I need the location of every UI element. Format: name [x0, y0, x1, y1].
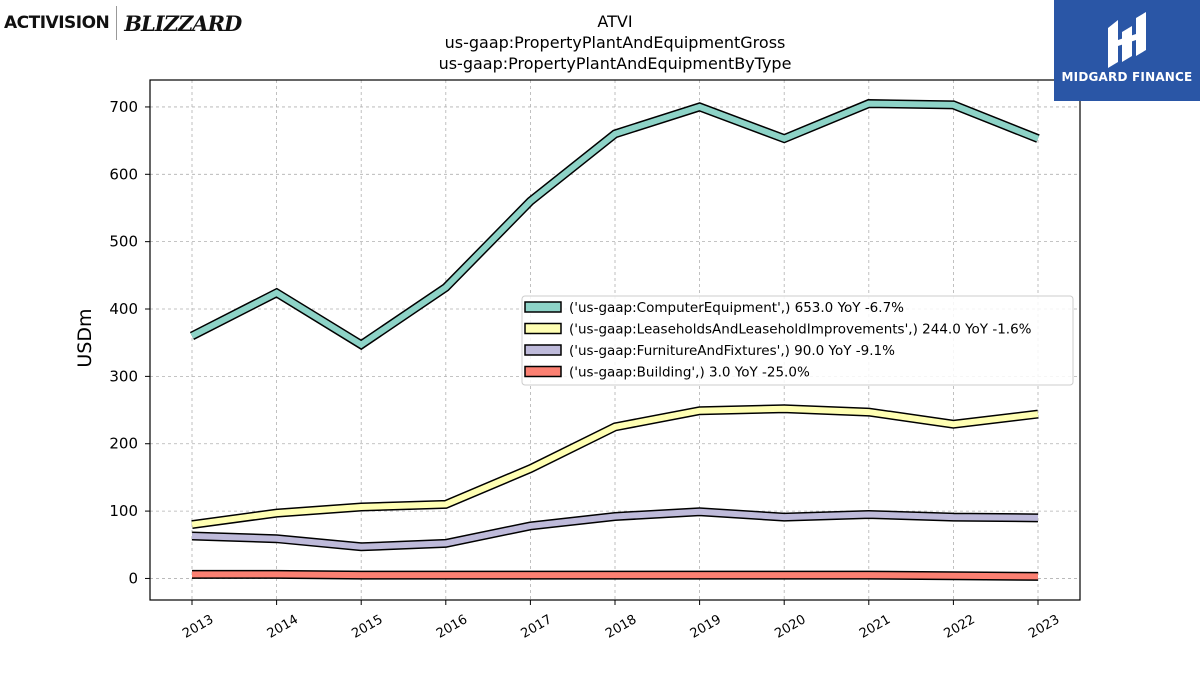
activision-blizzard-logo: ACTIVISION BLIZZARD	[4, 6, 242, 40]
y-tick-label: 200	[109, 435, 138, 453]
y-tick-label: 0	[128, 569, 138, 587]
midgard-mark-icon	[1108, 12, 1146, 68]
series-line	[191, 508, 1039, 550]
legend: ('us-gaap:ComputerEquipment',) 653.0 YoY…	[521, 295, 1074, 386]
activision-wordmark: ACTIVISION	[4, 13, 110, 33]
x-tick-label: 2022	[942, 612, 978, 642]
blizzard-wordmark: BLIZZARD	[124, 10, 242, 36]
legend-swatch	[524, 301, 562, 313]
x-tick-label: 2023	[1026, 612, 1062, 642]
legend-label: ('us-gaap:ComputerEquipment',) 653.0 YoY…	[569, 300, 904, 316]
x-tick-label: 2020	[772, 612, 808, 642]
x-tick-label: 2013	[180, 612, 216, 642]
y-tick-label: 400	[109, 300, 138, 318]
legend-swatch	[524, 344, 562, 356]
y-tick-label: 500	[109, 233, 138, 251]
chart-title-line: us-gaap:PropertyPlantAndEquipmentByType	[439, 54, 792, 73]
legend-box	[521, 295, 1074, 386]
series-group	[189, 99, 1040, 581]
y-tick-label: 300	[109, 367, 138, 385]
x-tick-label: 2014	[265, 612, 301, 642]
y-axis-label: USDm	[74, 308, 96, 367]
midgard-finance-logo: MIDGARD FINANCE	[1054, 0, 1200, 101]
y-tick-label: 600	[109, 165, 138, 183]
series-line	[191, 405, 1039, 528]
chart-title-line: us-gaap:PropertyPlantAndEquipmentGross	[445, 33, 786, 52]
legend-swatch	[524, 365, 562, 378]
legend-label: ('us-gaap:FurnitureAndFixtures',) 90.0 Y…	[569, 343, 895, 359]
logo-divider	[116, 6, 118, 40]
legend-label: ('us-gaap:Building',) 3.0 YoY -25.0%	[569, 365, 810, 381]
x-tick-label: 2015	[349, 612, 385, 642]
legend-swatch	[524, 322, 562, 335]
x-tick-label: 2017	[519, 612, 555, 642]
legend-label: ('us-gaap:LeaseholdsAndLeaseholdImprovem…	[569, 322, 1032, 338]
x-tick-label: 2016	[434, 612, 470, 642]
series-line	[192, 571, 1039, 580]
series-line	[190, 100, 1040, 349]
x-tick-label: 2018	[603, 612, 639, 642]
chart-title-line: ATVI	[597, 12, 632, 31]
x-tick-label: 2021	[857, 612, 893, 642]
midgard-finance-name: MIDGARD FINANCE	[1061, 70, 1193, 84]
y-tick-label: 100	[109, 502, 138, 520]
y-tick-label: 700	[109, 98, 138, 116]
x-tick-label: 2019	[688, 612, 724, 642]
